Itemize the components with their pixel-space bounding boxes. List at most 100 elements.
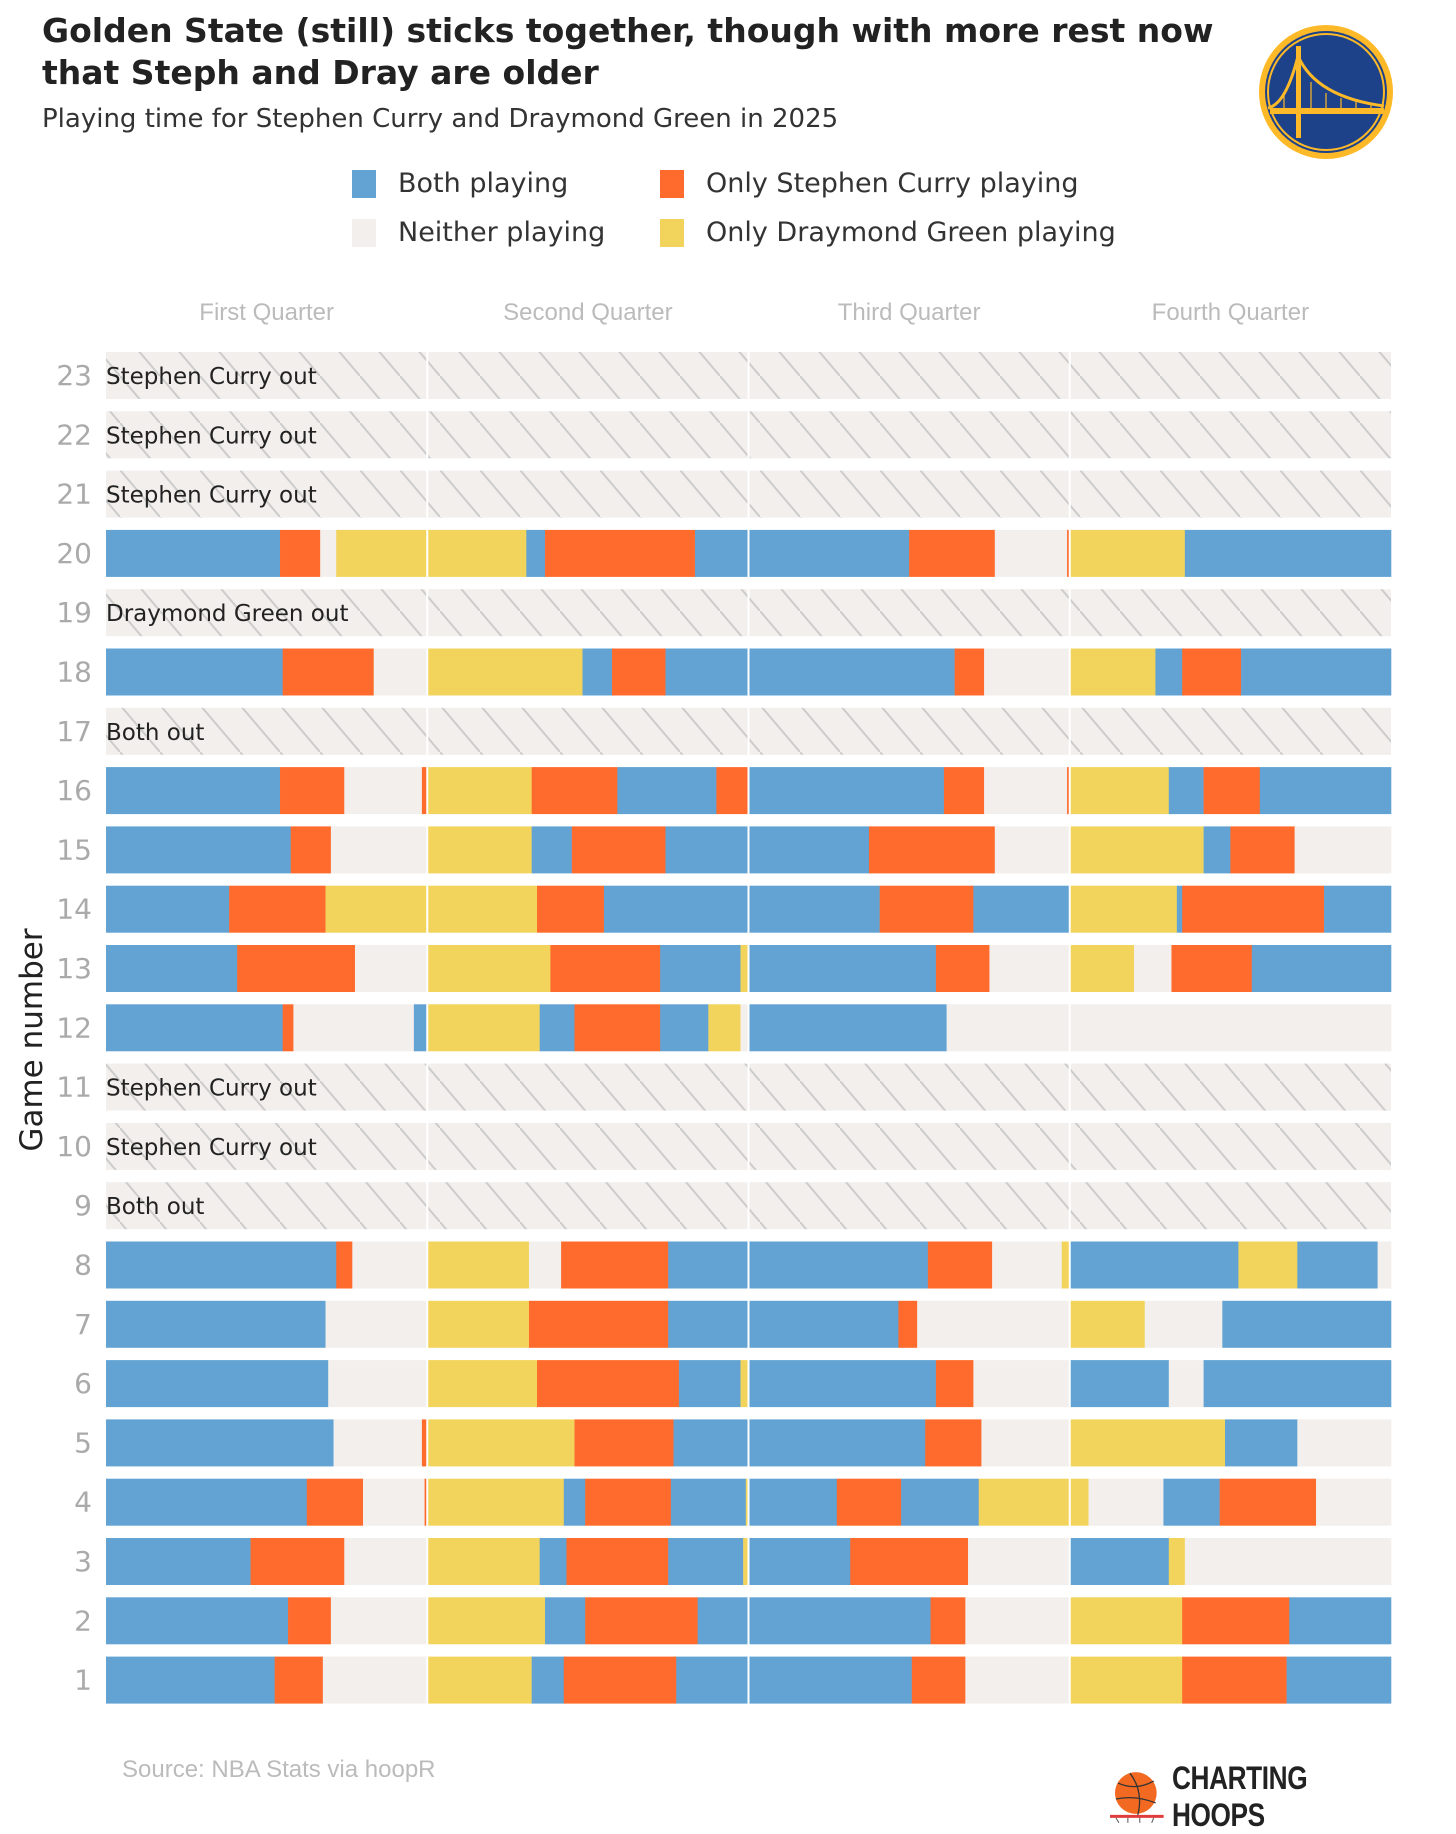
segment-N [984, 648, 1071, 696]
segment-C [306, 1478, 364, 1526]
segment-C [571, 826, 666, 874]
game-row: 7 [74, 1300, 1392, 1348]
game-number-label: 11 [56, 1071, 92, 1104]
segment-D [427, 1538, 540, 1585]
segment-N [344, 1538, 428, 1585]
segment-B [697, 1597, 931, 1645]
segment-N [293, 1004, 415, 1052]
segment-N [946, 1004, 1392, 1052]
out-label: Stephen Curry out [106, 1076, 317, 1102]
game-row: 2 [74, 1597, 1392, 1645]
segment-D [325, 885, 538, 933]
segment-C [1219, 1478, 1317, 1526]
game-number-label: 22 [56, 418, 92, 451]
segment-C [585, 1478, 672, 1526]
source-note: Source: NBA Stats via hoopR [122, 1756, 436, 1783]
segment-B [1155, 648, 1183, 696]
legend-label: Only Stephen Curry playing [706, 168, 1079, 199]
segment-C [229, 885, 326, 933]
segment-B [1203, 1360, 1392, 1408]
out-label: Stephen Curry out [106, 1135, 317, 1161]
segment-N [917, 1300, 1071, 1348]
segment-D [740, 945, 749, 992]
segment-C [282, 648, 375, 696]
segment-C [290, 826, 332, 874]
segment-N [1377, 1241, 1392, 1289]
segment-C [585, 1597, 698, 1645]
segment-N [965, 1656, 1071, 1704]
basketball-icon [1110, 1772, 1164, 1823]
segment-B [673, 1419, 926, 1467]
segment-N [330, 1597, 428, 1645]
segment-D [1238, 1241, 1298, 1289]
segment-D [427, 1656, 532, 1704]
legend-item-curry: Only Stephen Curry playing [660, 168, 1079, 199]
segment-C [1067, 529, 1071, 577]
segment-C [282, 1004, 294, 1052]
segment-N [344, 767, 423, 815]
segment-B [694, 529, 910, 577]
segment-B [748, 767, 945, 815]
segment-B [1225, 1419, 1298, 1467]
chart-title: Golden State (still) sticks together, th… [42, 11, 1214, 92]
segment-B [526, 529, 546, 577]
segment-C [935, 1360, 974, 1408]
game-number-label: 15 [56, 833, 92, 866]
game-number-label: 19 [56, 596, 92, 629]
game-row: 3 [74, 1538, 1392, 1585]
game-number-label: 20 [56, 537, 92, 570]
segment-D [708, 1004, 741, 1052]
game-number-label: 23 [56, 359, 92, 392]
game-number-label: 2 [74, 1604, 92, 1637]
segment-B [665, 648, 955, 696]
segment-C [943, 767, 985, 815]
segment-C [274, 1656, 324, 1704]
game-number-label: 13 [56, 952, 92, 985]
segment-C [898, 1300, 918, 1348]
segment-D [978, 1478, 1089, 1526]
segment-C [1203, 767, 1261, 815]
segment-D [1061, 1241, 1071, 1289]
segment-C [868, 826, 996, 874]
segment-N [984, 767, 1068, 815]
segment-C [421, 1419, 428, 1467]
segment-C [563, 1656, 677, 1704]
quarter-label: Second Quarter [503, 299, 672, 326]
segment-C [1182, 885, 1325, 933]
segment-B [748, 1478, 838, 1526]
segment-D [1168, 1538, 1186, 1585]
segment-C [611, 648, 666, 696]
segment-B [106, 945, 238, 992]
segment-D [1069, 945, 1135, 992]
segment-C [424, 1478, 428, 1526]
segment-D [427, 1478, 565, 1526]
game-number-label: 4 [74, 1486, 92, 1519]
segment-D [427, 1300, 530, 1348]
game-row: 18 [56, 648, 1392, 696]
segment-B [106, 1241, 337, 1289]
segment-D [427, 945, 551, 992]
segment-N [322, 1656, 428, 1704]
segment-B [748, 1004, 947, 1052]
segment-C [925, 1419, 982, 1467]
game-number-label: 18 [56, 656, 92, 689]
game-number-label: 17 [56, 715, 92, 748]
segment-B [603, 885, 880, 933]
game-number-label: 14 [56, 893, 92, 926]
segment-D [427, 648, 583, 696]
out-label: Stephen Curry out [106, 364, 317, 390]
segment-B [1203, 826, 1231, 874]
game-row: 20 [56, 529, 1392, 577]
segment-N [1184, 1538, 1392, 1585]
game-row: 12 [56, 1004, 1392, 1052]
segment-B [106, 1300, 326, 1348]
segment-C [1182, 1656, 1287, 1704]
segment-B [582, 648, 613, 696]
segment-B [531, 1656, 565, 1704]
segment-N [352, 1241, 428, 1289]
segment-N [363, 1478, 425, 1526]
legend-label: Neither playing [398, 217, 606, 248]
segment-C [250, 1538, 345, 1585]
segment-D [336, 529, 527, 577]
quarter-label: Fourth Quarter [1152, 299, 1309, 326]
